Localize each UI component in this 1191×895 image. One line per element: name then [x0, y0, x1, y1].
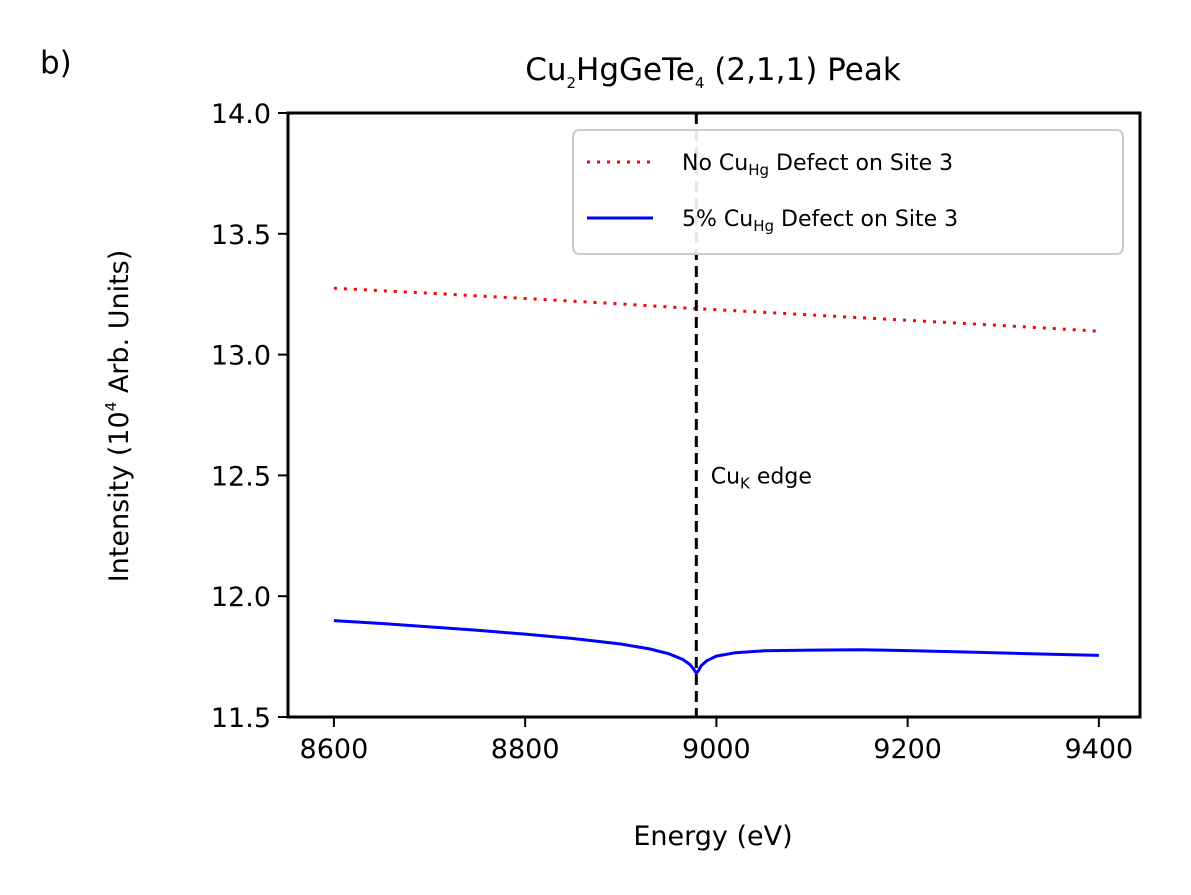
- y-tick-label: 12.0: [211, 582, 271, 613]
- x-tick-label: 9200: [873, 734, 942, 765]
- y-axis: 11.5 12.0 12.5 13.0 13.5 14.0: [211, 99, 288, 734]
- series-layer: [333, 286, 1099, 676]
- x-tick-label: 9000: [682, 734, 751, 765]
- y-tick-label: 13.0: [211, 341, 271, 372]
- x-tick-label: 8800: [491, 734, 560, 765]
- x-axis: 8600 8800 9000 9200 9400: [300, 717, 1134, 765]
- y-axis-label: Intensity (104 Arb. Units): [102, 250, 135, 583]
- y-tick-label: 12.5: [211, 461, 271, 492]
- legend: No CuHg Defect on Site 3 5% CuHg Defect o…: [572, 129, 1124, 255]
- x-tick-label: 9400: [1065, 734, 1134, 765]
- axes-frame: [286, 111, 1142, 719]
- y-tick-label: 13.5: [211, 220, 271, 251]
- plot-area: [286, 111, 1142, 719]
- chart-title: Cu2HgGeTe4 (2,1,1) Peak: [525, 52, 901, 92]
- series-line-2: [333, 619, 1099, 676]
- cu-k-edge-annotation: CuK edge: [711, 464, 812, 492]
- x-tick-label: 8600: [300, 734, 369, 765]
- y-tick-label: 11.5: [211, 703, 271, 734]
- y-tick-label: 14.0: [211, 99, 271, 130]
- legend-label-2: 5% CuHg Defect on Site 3: [682, 207, 958, 235]
- panel-label: b): [40, 45, 72, 81]
- legend-label-1: No CuHg Defect on Site 3: [682, 151, 953, 179]
- legend-box: [572, 129, 1124, 255]
- series-line-1: [333, 286, 1099, 333]
- x-axis-label: Energy (eV): [633, 821, 792, 852]
